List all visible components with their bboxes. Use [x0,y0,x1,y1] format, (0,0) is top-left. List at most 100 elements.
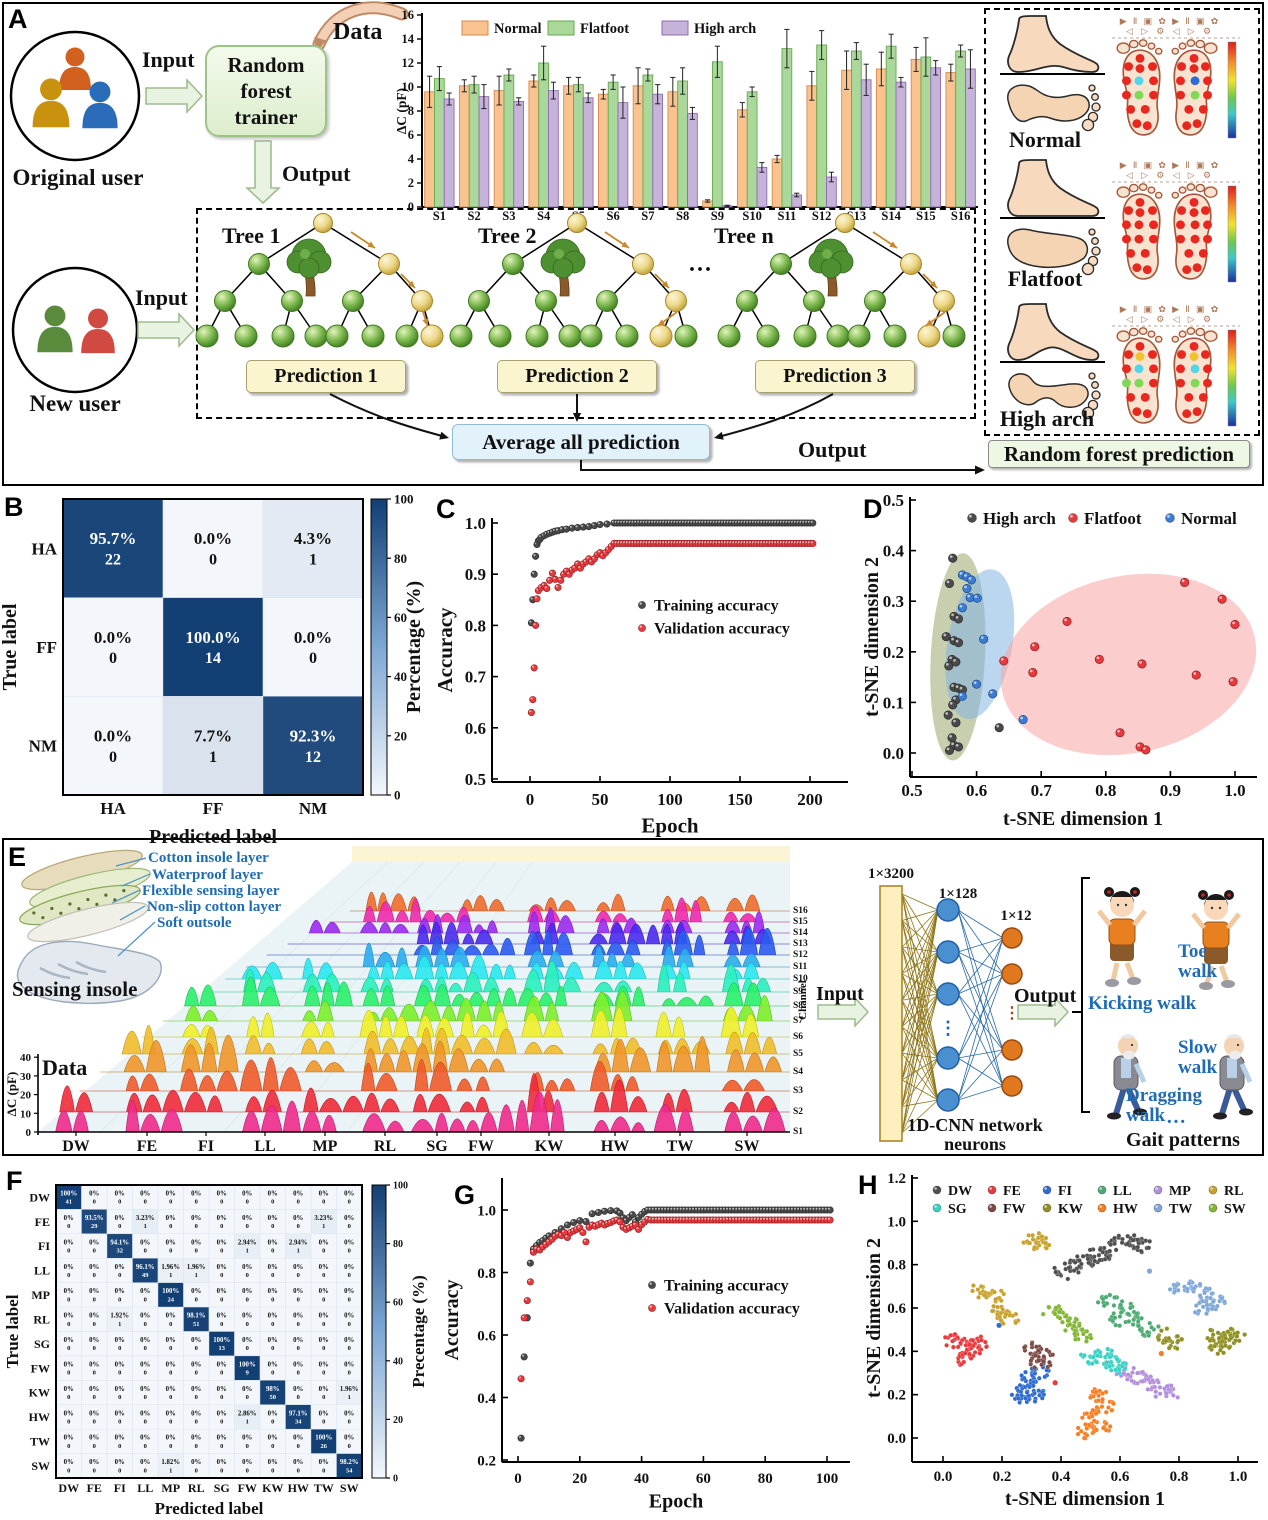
svg-text:0%: 0% [344,1313,354,1320]
svg-text:0%: 0% [89,1435,99,1442]
svg-text:0: 0 [195,1467,198,1474]
prediction-3-box: Prediction 3 [755,360,915,393]
svg-text:0: 0 [322,1394,325,1401]
svg-text:0%: 0% [115,1191,125,1198]
svg-text:0.5: 0.5 [465,770,486,789]
prediction-1-box: Prediction 1 [246,360,406,393]
svg-text:0%: 0% [217,1386,227,1393]
svg-text:0: 0 [93,1443,96,1450]
svg-text:0: 0 [195,1199,198,1206]
svg-text:0%: 0% [268,1239,278,1246]
svg-text:0%: 0% [293,1288,303,1295]
svg-text:0: 0 [246,1321,249,1328]
sensing-insole-label: Sensing insole [12,977,138,1001]
svg-text:0%: 0% [89,1386,99,1393]
svg-text:HW: HW [29,1410,50,1424]
svg-text:0: 0 [169,1345,172,1352]
svg-text:0%: 0% [293,1313,303,1320]
svg-text:0: 0 [118,1272,121,1279]
svg-text:0%: 0% [217,1288,227,1295]
svg-text:FI: FI [1058,1184,1072,1199]
svg-text:0%: 0% [89,1264,99,1271]
svg-text:1.0: 1.0 [887,1214,906,1230]
svg-text:4.3%: 4.3% [294,529,332,548]
svg-text:97.1%: 97.1% [289,1410,308,1417]
svg-text:0: 0 [220,1443,223,1450]
svg-text:0%: 0% [166,1410,176,1417]
tree-2-label: Tree 2 [478,223,537,248]
svg-text:0: 0 [220,1223,223,1230]
svg-text:94.1%: 94.1% [110,1239,129,1246]
svg-text:0: 0 [220,1467,223,1474]
svg-text:0: 0 [220,1321,223,1328]
svg-text:0: 0 [93,1272,96,1279]
svg-text:0: 0 [67,1296,70,1303]
svg-text:FE: FE [35,1215,50,1229]
random-forest-prediction-box: Random forest prediction [988,440,1250,468]
svg-text:NM: NM [299,799,327,818]
svg-text:0: 0 [169,1418,172,1425]
svg-text:0%: 0% [293,1459,303,1466]
panel-letter-a: A [8,4,28,34]
svg-text:20: 20 [394,728,407,743]
svg-text:0%: 0% [268,1337,278,1344]
svg-text:MP: MP [161,1481,180,1495]
svg-text:0%: 0% [64,1337,74,1344]
svg-text:0: 0 [220,1370,223,1377]
svg-text:0%: 0% [268,1215,278,1222]
svg-text:FE: FE [87,1481,102,1495]
new-user-label: New user [29,391,121,416]
svg-text:0%: 0% [140,1459,150,1466]
svg-text:0%: 0% [319,1410,329,1417]
svg-text:0%: 0% [319,1191,329,1198]
svg-text:0: 0 [67,1467,70,1474]
foot-type-higharch-label: High arch [999,406,1095,431]
svg-text:0.8: 0.8 [887,1258,906,1274]
svg-text:0%: 0% [268,1361,278,1368]
svg-text:t-SNE dimension 1: t-SNE dimension 1 [1005,1488,1165,1510]
svg-text:0%: 0% [242,1288,252,1295]
svg-text:0: 0 [220,1296,223,1303]
svg-text:0.4: 0.4 [883,542,905,561]
svg-text:0%: 0% [344,1361,354,1368]
svg-text:0.7: 0.7 [465,668,487,687]
svg-text:0%: 0% [217,1410,227,1417]
svg-text:0.2: 0.2 [993,1469,1012,1485]
svg-text:0%: 0% [89,1239,99,1246]
svg-text:1: 1 [195,1272,198,1279]
svg-text:0%: 0% [191,1459,201,1466]
panel-letter-e: E [8,842,27,872]
svg-text:0%: 0% [115,1264,125,1271]
svg-text:0: 0 [322,1467,325,1474]
svg-text:100: 100 [394,492,414,507]
svg-text:60: 60 [696,1471,711,1487]
svg-text:2.94%: 2.94% [238,1239,257,1246]
svg-text:Predicted label: Predicted label [155,1499,264,1518]
confusion-matrix-cnn: 100%410%00%00%00%00%00%00%00%00%00%00%00… [3,1181,428,1518]
svg-text:0%: 0% [293,1435,303,1442]
svg-text:0%: 0% [89,1191,99,1198]
svg-text:0%: 0% [89,1361,99,1368]
svg-text:98%: 98% [266,1386,280,1393]
svg-text:0%: 0% [217,1361,227,1368]
svg-text:0: 0 [322,1199,325,1206]
svg-text:1: 1 [246,1418,249,1425]
tsne-cnn: 0.0 0.2 0.4 0.6 0.8 1.0 0.0 0.2 0.4 0.6 0.8 1.0 1.2 t… [863,1171,1258,1510]
svg-text:0: 0 [144,1370,147,1377]
svg-text:0%: 0% [319,1239,329,1246]
svg-text:0.8: 0.8 [1170,1469,1189,1485]
svg-text:0.7: 0.7 [1031,781,1053,800]
svg-text:0: 0 [169,1394,172,1401]
svg-text:0%: 0% [242,1386,252,1393]
svg-text:DW: DW [948,1184,972,1199]
svg-text:0%: 0% [64,1264,74,1271]
svg-text:0%: 0% [89,1337,99,1344]
svg-text:0.1: 0.1 [883,693,904,712]
svg-text:0.5: 0.5 [901,781,922,800]
svg-text:Percentage (%): Percentage (%) [403,581,425,713]
gait-ellipsis: ··· [1166,1111,1187,1133]
svg-text:0: 0 [246,1443,249,1450]
svg-text:0: 0 [144,1321,147,1328]
svg-text:80: 80 [758,1471,773,1487]
